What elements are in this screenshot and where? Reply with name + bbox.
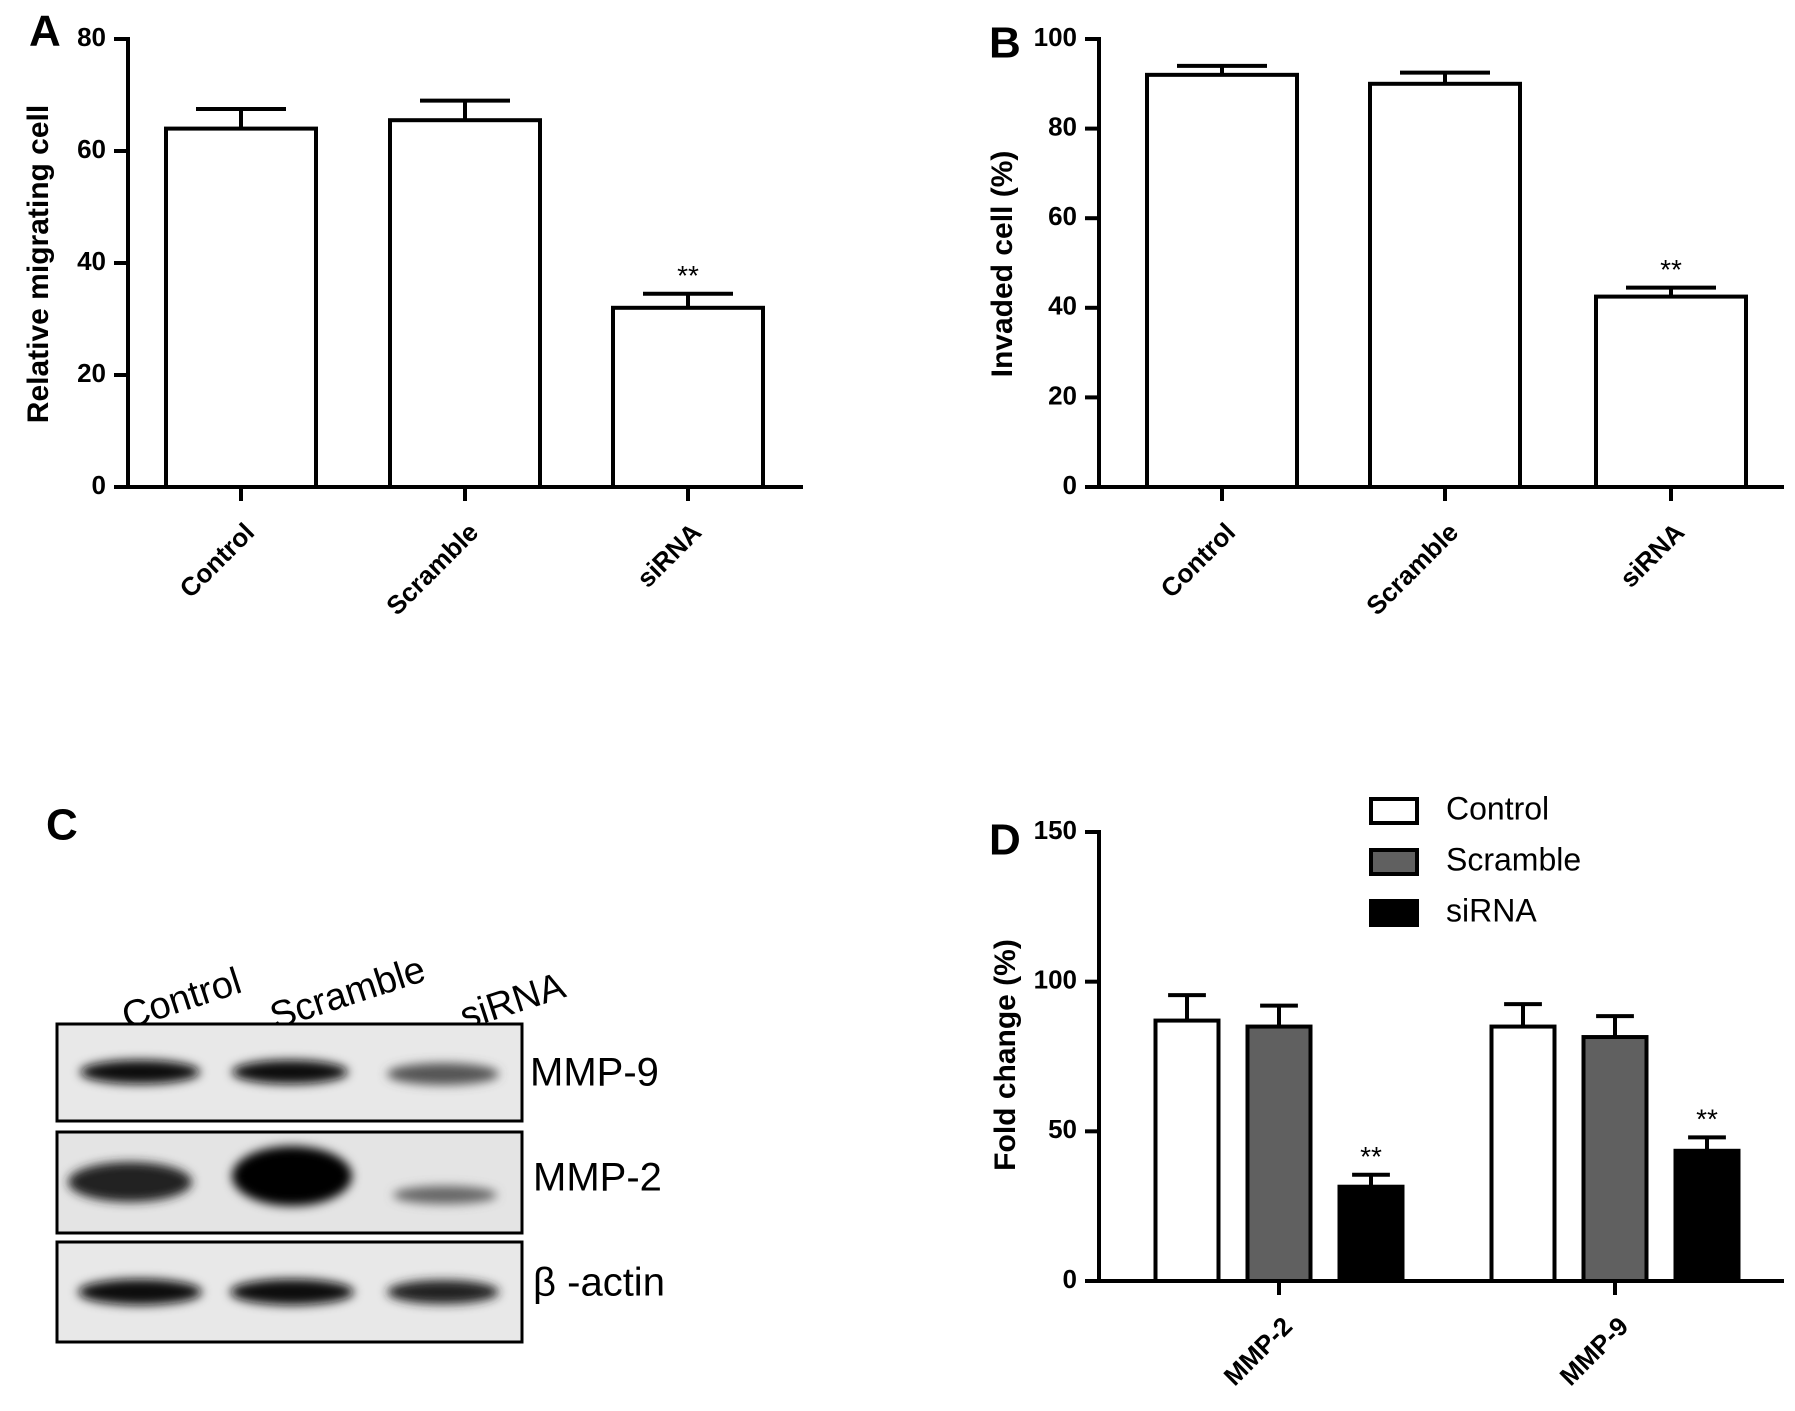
x-tick-label: Control (174, 517, 261, 604)
band-label: β -actin (533, 1261, 665, 1305)
y-axis-label: Relative migrating cell (22, 105, 55, 423)
legend-swatch (1369, 899, 1419, 927)
x-tick-label: Scramble (1360, 517, 1464, 621)
significance-label: ** (677, 260, 699, 291)
y-tick-label: 0 (92, 470, 106, 500)
y-tick-label: 40 (1048, 291, 1077, 321)
bar (1245, 1024, 1313, 1283)
significance-label: ** (1660, 254, 1682, 285)
panel-label: C (46, 801, 78, 850)
x-tick-label: Control (1155, 517, 1242, 604)
legend-label: siRNA (1446, 892, 1537, 928)
bar (1145, 72, 1299, 489)
panel-label: D (989, 816, 1021, 865)
blot-panel: C Control Scramble siRNA MMP-9 MMP-2 β -… (46, 801, 665, 1344)
bar (164, 126, 318, 489)
y-tick-label: 80 (1048, 111, 1077, 141)
y-tick-label: 60 (1048, 201, 1077, 231)
legend-label: Control (1446, 790, 1549, 826)
y-axis-label: Fold change (%) (989, 939, 1022, 1171)
bar (1368, 81, 1522, 490)
x-tick-label: siRNA (631, 517, 708, 594)
legend-swatch (1369, 848, 1419, 876)
bar (1581, 1035, 1649, 1283)
y-tick-label: 40 (77, 246, 106, 276)
band-label: MMP-9 (530, 1051, 659, 1095)
significance-label: ** (1360, 1141, 1382, 1172)
x-tick-label: siRNA (1614, 517, 1691, 594)
y-tick-label: 80 (77, 22, 106, 52)
bar (611, 305, 765, 489)
bar (1673, 1148, 1741, 1284)
y-tick-label: 20 (1048, 380, 1077, 410)
y-tick-label: 50 (1048, 1114, 1077, 1144)
y-tick-label: 150 (1034, 815, 1077, 845)
panel-label: A (29, 7, 61, 56)
significance-label: ** (1696, 1104, 1718, 1135)
y-tick-label: 100 (1034, 22, 1077, 52)
panel-label: B (989, 19, 1021, 68)
legend-swatch (1369, 797, 1419, 825)
x-tick-label: MMP-2 (1218, 1311, 1298, 1391)
y-tick-label: 20 (77, 358, 106, 388)
y-axis-label: Invaded cell (%) (986, 151, 1019, 378)
bar (1594, 294, 1748, 489)
y-tick-label: 0 (1063, 1264, 1077, 1294)
blot-bands (68, 1060, 499, 1305)
bar (1153, 1018, 1221, 1284)
x-tick-label: Scramble (380, 517, 484, 621)
y-tick-label: 100 (1034, 965, 1077, 995)
x-tick-label: MMP-9 (1554, 1311, 1634, 1391)
bar (1337, 1184, 1405, 1283)
bar (388, 118, 542, 489)
band-label: MMP-2 (533, 1156, 662, 1200)
y-tick-label: 0 (1063, 470, 1077, 500)
y-tick-label: 60 (77, 134, 106, 164)
bar (1489, 1024, 1557, 1283)
legend-label: Scramble (1446, 841, 1581, 877)
